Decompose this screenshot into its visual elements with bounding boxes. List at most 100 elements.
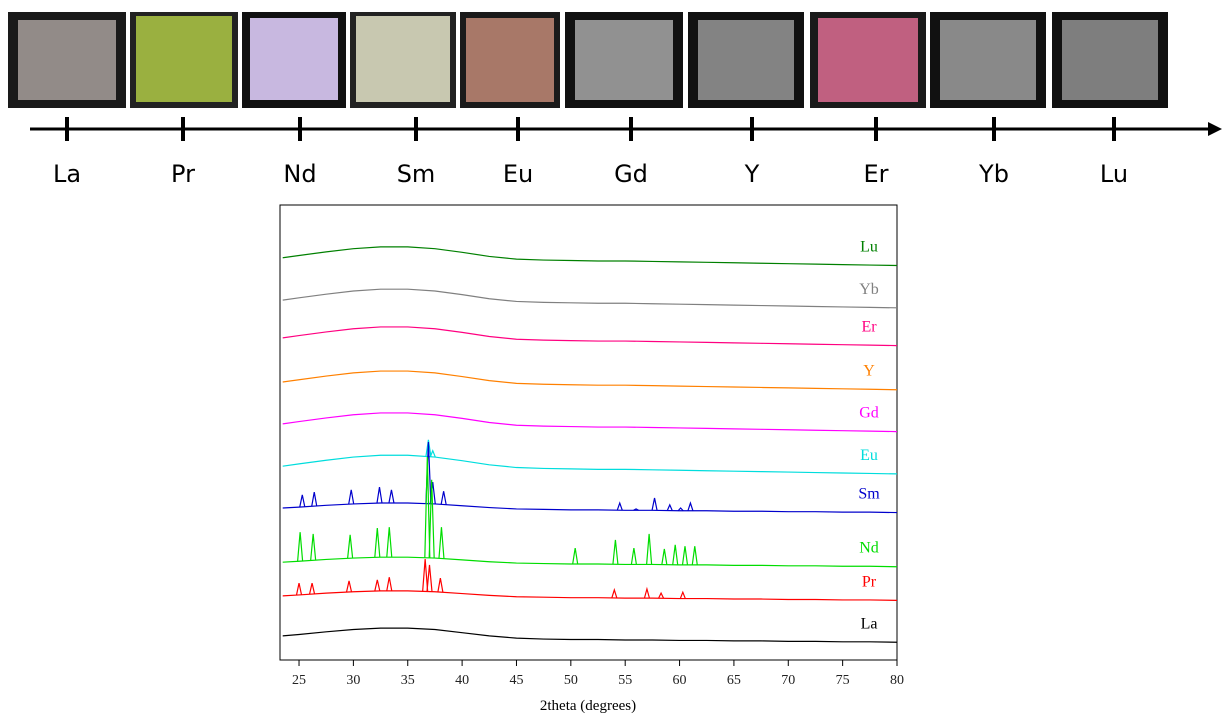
element-label: Pr xyxy=(171,160,195,188)
peak xyxy=(386,577,393,591)
element-label: Er xyxy=(863,160,888,188)
peak xyxy=(295,582,303,596)
photo xyxy=(250,18,338,100)
photo xyxy=(940,20,1036,100)
trace xyxy=(282,627,898,643)
peak xyxy=(426,564,433,592)
element-label: Yb xyxy=(978,160,1009,188)
peak xyxy=(681,546,689,565)
timeline-arrow xyxy=(1208,122,1222,136)
peak xyxy=(643,586,651,599)
trace xyxy=(282,288,898,309)
peak xyxy=(679,590,686,599)
peak xyxy=(374,527,381,558)
peak xyxy=(386,527,393,558)
peak xyxy=(630,547,637,565)
peak xyxy=(428,479,435,558)
series-label: Sm xyxy=(858,486,880,503)
peak xyxy=(438,527,445,559)
x-tick-label: 65 xyxy=(727,673,741,688)
timeline: La Pr Nd Sm Eu Gd Y Er Yb Lu xyxy=(53,117,1128,188)
x-tick-label: 70 xyxy=(781,673,795,688)
element-label: La xyxy=(53,160,81,188)
peak xyxy=(661,548,668,565)
peak xyxy=(666,503,673,511)
peak xyxy=(374,579,381,592)
element-label: Nd xyxy=(283,160,316,188)
photo xyxy=(818,18,918,102)
photo xyxy=(466,18,554,102)
series-label: Lu xyxy=(860,239,878,256)
x-tick-label: 50 xyxy=(564,673,578,688)
peak xyxy=(616,501,623,511)
photos xyxy=(8,12,1168,108)
x-tick-label: 75 xyxy=(836,673,850,688)
peak xyxy=(612,539,619,565)
series-label: Pr xyxy=(862,573,877,590)
series-label: La xyxy=(861,615,878,632)
peak xyxy=(672,544,679,565)
photo xyxy=(18,20,116,100)
peak xyxy=(299,494,306,508)
x-tick-label: 60 xyxy=(673,673,687,688)
element-label: Lu xyxy=(1100,160,1128,188)
trace xyxy=(282,412,898,433)
x-tick-label: 25 xyxy=(292,673,306,688)
element-label: Y xyxy=(744,160,760,188)
x-tick-label: 45 xyxy=(509,673,523,688)
peak xyxy=(687,501,694,511)
trace xyxy=(282,326,898,347)
peak xyxy=(310,533,317,561)
series-label: Yb xyxy=(859,281,879,298)
photo xyxy=(1062,20,1158,100)
trace xyxy=(282,502,898,514)
peak xyxy=(376,487,383,504)
peak xyxy=(424,457,431,558)
peak xyxy=(611,587,618,599)
photo xyxy=(136,16,232,102)
peak xyxy=(646,533,653,565)
series-label: Nd xyxy=(859,540,879,557)
plot-frame xyxy=(279,204,898,661)
series-label: Gd xyxy=(859,405,879,422)
peak xyxy=(651,497,658,511)
peak xyxy=(347,534,354,559)
photo xyxy=(698,20,794,100)
peak xyxy=(345,580,353,593)
peak xyxy=(633,508,639,511)
peak xyxy=(691,546,698,565)
peak xyxy=(297,532,304,562)
series-label: Eu xyxy=(860,447,878,464)
x-tick-label: 80 xyxy=(890,673,904,688)
plot: 25 30 35 40 45 50 55 60 65 70 75 80 Lu Yb Er Y Gd Eu Sm Nd P… xyxy=(282,239,904,688)
trace xyxy=(282,556,898,568)
element-label: Gd xyxy=(614,160,648,188)
peak xyxy=(311,491,318,507)
trace xyxy=(282,370,898,391)
x-tick-label: 40 xyxy=(455,673,469,688)
x-axis-label: 2theta (degrees) xyxy=(540,698,636,714)
x-tick-label: 30 xyxy=(346,673,360,688)
series-label: Er xyxy=(861,319,877,336)
trace xyxy=(282,246,898,267)
photo xyxy=(356,16,450,102)
element-label: Eu xyxy=(503,160,533,188)
peak xyxy=(425,439,432,457)
element-label: Sm xyxy=(397,160,436,188)
peak xyxy=(572,547,579,565)
x-tick-label: 35 xyxy=(401,673,415,688)
photo xyxy=(575,20,673,100)
trace xyxy=(282,590,898,601)
peak xyxy=(422,558,429,592)
peak xyxy=(440,491,447,505)
peak xyxy=(308,582,316,595)
peak xyxy=(677,507,684,512)
trace xyxy=(282,454,898,475)
series-label: Y xyxy=(863,363,875,380)
peak xyxy=(388,489,395,504)
peak xyxy=(437,577,444,593)
peak xyxy=(429,449,436,458)
peak xyxy=(348,489,355,505)
peak xyxy=(658,591,665,599)
